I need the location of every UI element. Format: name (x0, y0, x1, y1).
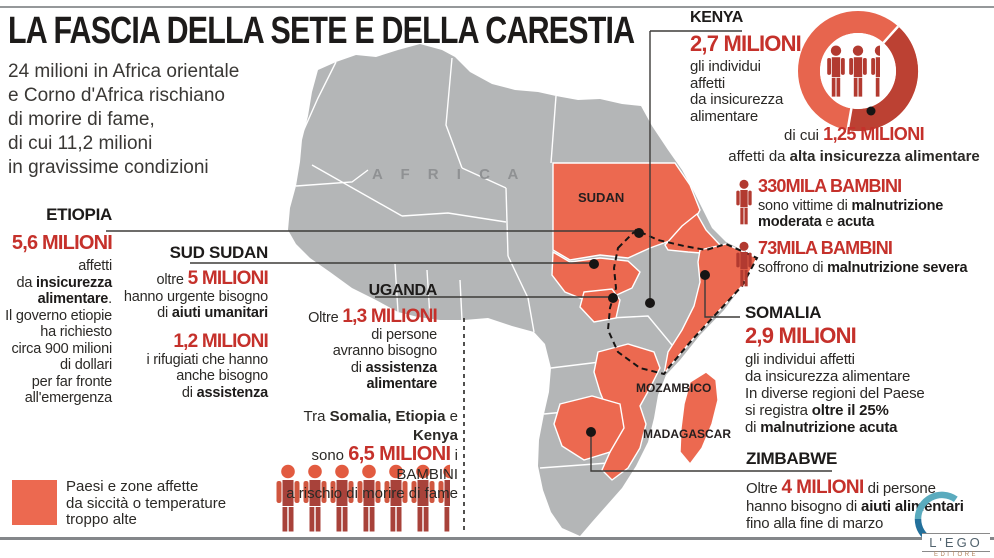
legend-text: Paesi e zone affette da siccità o temper… (66, 478, 227, 528)
country-somalia (663, 243, 758, 375)
callout-sud-sudan: SUD SUDAN oltre 5 MILIONI hanno urgente … (120, 243, 269, 401)
callout-children-severe: 73MILA BAMBINI soffrono di malnutrizione… (758, 239, 994, 276)
uganda-heading: UGANDA (368, 282, 438, 299)
children-severe-value: 73MILA BAMBINI (758, 238, 893, 258)
kenya-heading: KENYA (690, 9, 744, 26)
uganda-text: di persone avranno bisogno di assistenza… (332, 326, 437, 393)
callout-children-total: Tra Somalia, Etiopia e Kenya sono 6,5 MI… (286, 408, 458, 502)
sud-sudan-text-1: hanno urgente bisogno di aiuti umanitari (123, 288, 268, 322)
country-sudan (552, 162, 701, 261)
country-madagascar (679, 371, 719, 466)
kenya-donut-chart (798, 11, 919, 131)
kenya-subdetail: di cui 1,25 MILIONI affetti da alta insi… (728, 124, 980, 165)
sud-sudan-heading: SUD SUDAN (169, 243, 269, 262)
publisher-logo: L'EGO EDITORE (898, 489, 992, 558)
madagascar-map-label: MADAGASCAR (643, 427, 731, 441)
map-dots (586, 228, 710, 437)
uganda-value: Oltre 1,3 MILIONI (308, 306, 438, 327)
callout-uganda: UGANDA Oltre 1,3 MILIONI di persone avra… (280, 281, 438, 393)
children-moderate-value: 330MILA BAMBINI (758, 176, 902, 196)
callout-etiopia: ETIOPIA 5,6 MILIONI affetti da insicurez… (0, 205, 113, 407)
somalia-text: gli individui affetti da insicurezza ali… (745, 351, 925, 437)
etiopia-value: 5,6 MILIONI (11, 232, 113, 254)
top-rule (0, 6, 994, 8)
famine-belt-outline (606, 228, 759, 376)
kenya-text: gli individui affetti da insicurezza ali… (690, 58, 784, 125)
callout-zimbabwe: ZIMBABWE Oltre 4 MILIONI di persone hann… (746, 449, 991, 533)
zimbabwe-heading: ZIMBABWE (746, 449, 838, 468)
continent-label: A F R I C A (372, 166, 526, 183)
sudan-map-label: SUDAN (578, 190, 625, 205)
leader-lines (106, 30, 872, 472)
sud-sudan-text-2: i rifugiati che hanno anche bisogno di a… (146, 351, 268, 401)
etiopia-text: affetti da insicurezza alimentare. Il go… (5, 258, 112, 406)
children-moderate-text: sono vittime di malnutrizione moderata e… (758, 197, 944, 231)
zimbabwe-text: Oltre 4 MILIONI di persone hanno bisogno… (746, 477, 964, 532)
page-title: LA FASCIA DELLA SETE E DELLA CARESTIA (8, 10, 635, 52)
children-severe-text: soffrono di malnutrizione severa (758, 259, 968, 276)
child-icon-moderate (736, 179, 752, 225)
callout-somalia: SOMALIA 2,9 MILIONI gli individui affett… (745, 303, 990, 436)
logo-subtitle: EDITORE (933, 552, 979, 558)
callout-children-moderate: 330MILA BAMBINI sono vittime di malnutri… (758, 177, 994, 231)
callout-kenya: KENYA 2,7 MILIONI gli individui affetti … (690, 8, 840, 125)
logo-name: L'EGO (922, 533, 990, 552)
somalia-value: 2,9 MILIONI (745, 323, 857, 348)
country-south-sudan (551, 250, 641, 301)
bottom-rule (0, 537, 994, 540)
highlighted-countries (551, 162, 758, 481)
sud-sudan-value-2: 1,2 MILIONI (173, 330, 268, 352)
somalia-heading: SOMALIA (745, 303, 822, 322)
legend-swatch (12, 480, 57, 525)
kenya-value: 2,7 MILIONI (690, 31, 802, 56)
etiopia-heading: ETIOPIA (46, 205, 112, 224)
mozambico-map-label: MOZAMBICO (636, 381, 712, 395)
subtitle: 24 milioni in Africa orientale e Corno d… (8, 61, 240, 178)
sud-sudan-value-1: oltre 5 MILIONI (156, 268, 269, 289)
